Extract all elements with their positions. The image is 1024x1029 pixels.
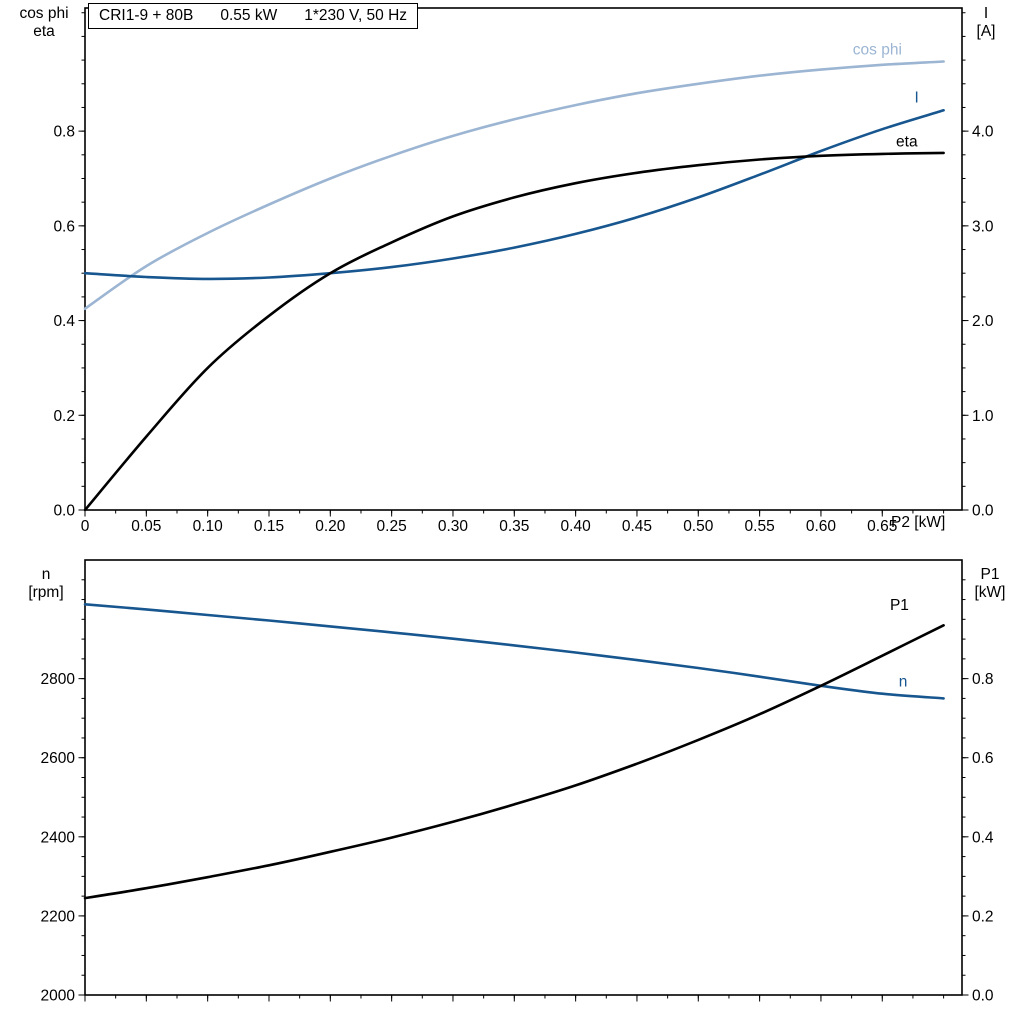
x-tick-label: 0.55	[745, 518, 775, 535]
top-chart-svg: 0 0.05 0.10 0.15 0.20 0.25 0.30 0.35 0.40 0.45 0.5…	[53, 7, 994, 535]
left-axis-tick-labels: 2000 2200 2400 2600 2800	[41, 671, 76, 1004]
right-tick-label: 0.0	[972, 503, 994, 520]
p1-axis-label: P1	[980, 566, 1000, 583]
right-tick-label: 4.0	[972, 124, 994, 141]
left-tick-label: 2400	[41, 829, 76, 846]
top-chart: 0 0.05 0.10 0.15 0.20 0.25 0.30 0.35 0.40 0.45 0.5…	[53, 7, 994, 535]
cos-phi-curve	[83, 60, 945, 310]
ampere-unit-label: [A]	[976, 23, 996, 40]
left-axis-tick-labels: 0.0 0.2 0.4 0.6 0.8	[53, 124, 75, 520]
right-tick-label: 0.2	[972, 908, 994, 925]
axis-ticks	[78, 579, 969, 1002]
right-axis-tick-labels: 0.0 1.0 2.0 3.0 4.0	[972, 124, 994, 520]
eta-curve	[83, 151, 945, 512]
x-tick-label: 0.10	[193, 518, 224, 535]
bottom-right-axis-title: P1 [kW]	[962, 566, 1018, 602]
current-axis-label: I	[983, 5, 989, 22]
left-tick-label: 2800	[41, 671, 76, 688]
cos-phi-axis-label: cos phi	[19, 5, 69, 22]
x-tick-label: 0.65	[867, 518, 897, 535]
current-curve	[83, 109, 945, 281]
voltage-frequency: 1*230 V, 50 Hz	[304, 7, 408, 24]
plot-border	[84, 7, 963, 511]
x-tick-label: 0.20	[315, 518, 346, 535]
x-tick-label: 0.05	[131, 518, 161, 535]
left-tick-label: 0.0	[53, 503, 75, 520]
top-right-axis-title: I [A]	[960, 5, 1012, 41]
right-tick-label: 2.0	[972, 313, 994, 330]
right-tick-label: 0.6	[972, 750, 994, 767]
left-tick-label: 2200	[41, 908, 76, 925]
x-tick-label: 0.50	[683, 518, 714, 535]
current-label: I	[914, 90, 918, 107]
p1-curve	[83, 624, 945, 900]
x-tick-label: 0.45	[622, 518, 652, 535]
left-tick-label: 0.8	[53, 124, 75, 141]
left-tick-label: 2600	[41, 750, 76, 767]
bottom-left-axis-title: n [rpm]	[14, 566, 78, 602]
pump-model: CRI1-9 + 80B	[99, 7, 194, 24]
x-tick-label: 0.60	[806, 518, 837, 535]
speed-label: n	[899, 674, 908, 691]
top-left-axis-title: cos phi eta	[8, 5, 80, 41]
right-tick-label: 0.0	[972, 988, 994, 1005]
bottom-chart: 2000 2200 2400 2600 2800 0.0 0.2 0.4 0.6 0.8 n P1	[0, 540, 1024, 1024]
x-tick-label: 0.35	[499, 518, 529, 535]
kw-unit-label: [kW]	[974, 584, 1006, 601]
right-tick-label: 3.0	[972, 218, 994, 235]
x-tick-label: 0.25	[377, 518, 407, 535]
eta-label: eta	[896, 133, 918, 150]
right-tick-label: 0.8	[972, 671, 994, 688]
left-tick-label: 0.4	[53, 313, 75, 330]
x-axis-tick-labels: 0 0.05 0.10 0.15 0.20 0.25 0.30 0.35 0.40 0.45 0.5…	[81, 518, 898, 535]
speed-axis-label: n	[41, 566, 51, 583]
p2-axis-label: P2 [kW]	[891, 514, 946, 531]
right-tick-label: 0.4	[972, 829, 994, 846]
cos-phi-label: cos phi	[853, 41, 902, 58]
x-tick-label: 0	[81, 518, 90, 535]
left-tick-label: 0.6	[53, 218, 75, 235]
rated-power: 0.55 kW	[220, 7, 278, 24]
chart-title-box: CRI1-9 + 80B 0.55 kW 1*230 V, 50 Hz	[88, 3, 419, 29]
plot-border	[84, 559, 963, 996]
left-tick-label: 2000	[41, 988, 76, 1005]
bottom-chart-svg: 2000 2200 2400 2600 2800 0.0 0.2 0.4 0.6 0.8 n P1	[41, 559, 994, 1005]
rpm-unit-label: [rpm]	[28, 584, 64, 601]
right-axis-tick-labels: 0.0 0.2 0.4 0.6 0.8	[972, 671, 994, 1004]
x-tick-label: 0.40	[561, 518, 592, 535]
speed-curve	[83, 603, 945, 700]
x-tick-label: 0.30	[438, 518, 469, 535]
eta-axis-label: eta	[33, 23, 55, 40]
left-tick-label: 0.2	[53, 408, 75, 425]
right-tick-label: 1.0	[972, 408, 994, 425]
p1-label: P1	[890, 597, 909, 614]
axis-ticks	[78, 12, 969, 517]
x-tick-label: 0.15	[254, 518, 284, 535]
